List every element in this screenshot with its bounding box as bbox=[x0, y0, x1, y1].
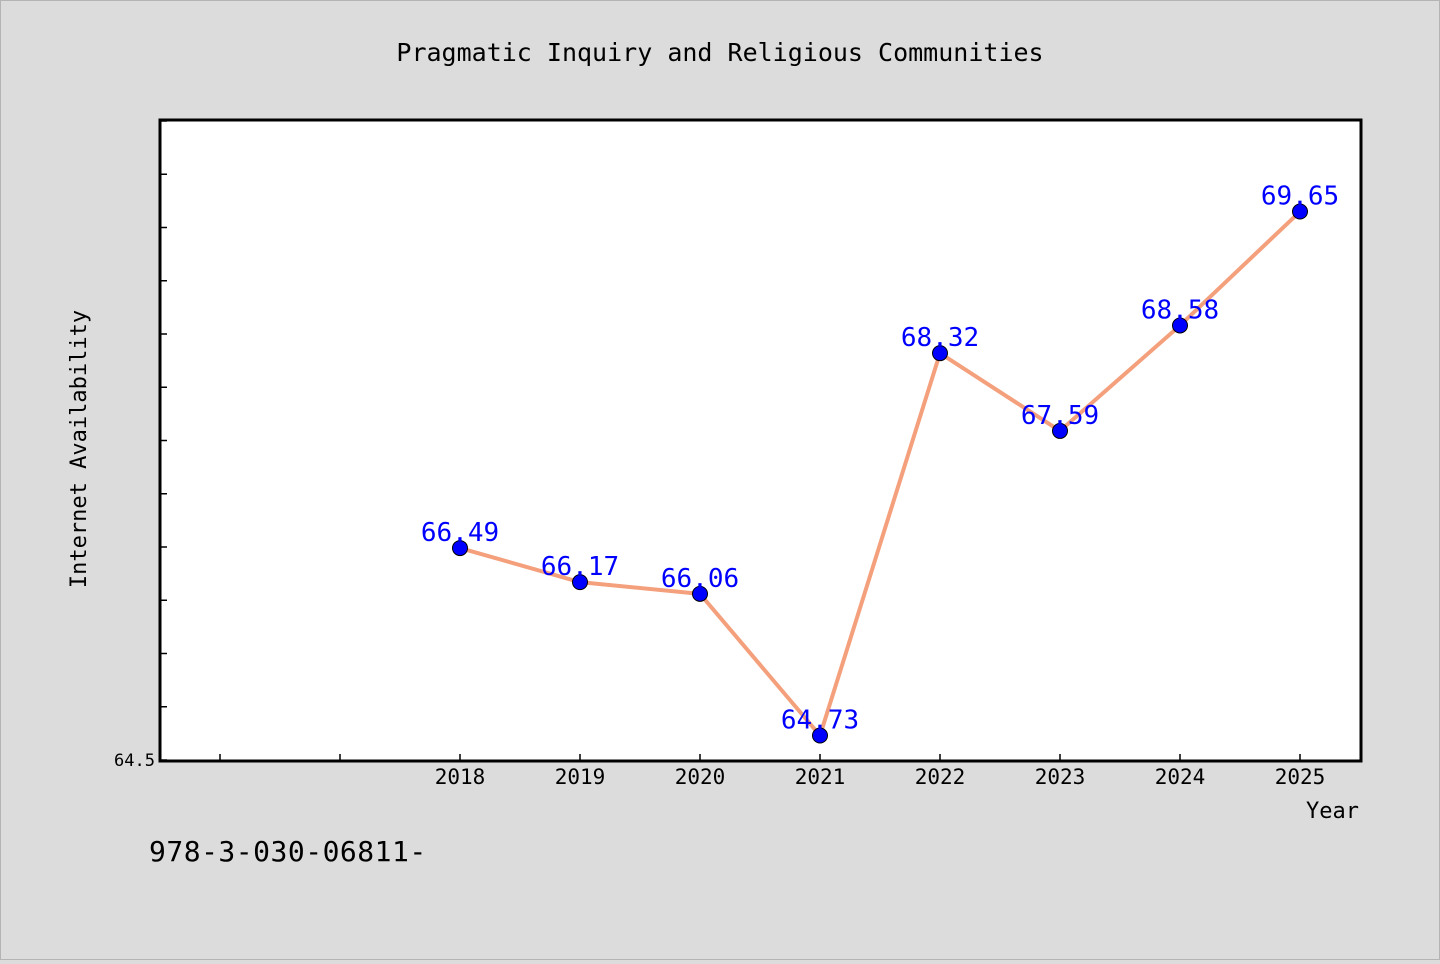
x-tick-labels: 2018 2019 2020 2021 2022 2023 2024 2025 bbox=[435, 765, 1326, 789]
data-point bbox=[572, 574, 588, 591]
x-tick-label: 2022 bbox=[915, 765, 966, 789]
data-label: 64.73 bbox=[781, 706, 859, 736]
x-tick-label: 2023 bbox=[1035, 765, 1086, 789]
data-label: 67.59 bbox=[1021, 401, 1099, 431]
chart-title: Pragmatic Inquiry and Religious Communit… bbox=[396, 38, 1043, 67]
data-label: 68.32 bbox=[901, 323, 979, 353]
data-label: 66.06 bbox=[661, 564, 739, 594]
x-tick-label: 2018 bbox=[435, 765, 486, 789]
x-tick-label: 2019 bbox=[555, 765, 606, 789]
x-tick-label: 2025 bbox=[1275, 765, 1326, 789]
data-point bbox=[692, 585, 708, 602]
data-point bbox=[812, 727, 828, 744]
data-point bbox=[1052, 422, 1068, 439]
data-label: 69.65 bbox=[1261, 182, 1339, 212]
series-line bbox=[459, 210, 1302, 738]
y-tick-label: 64.5 bbox=[114, 751, 155, 771]
data-point bbox=[1292, 203, 1308, 220]
data-point bbox=[1172, 317, 1188, 334]
y-axis-label: Internet Availability bbox=[67, 310, 92, 588]
data-point bbox=[932, 345, 948, 362]
data-point bbox=[452, 540, 468, 557]
footer-code-text: 978-3-030-06811- bbox=[149, 835, 427, 868]
data-label: 68.58 bbox=[1141, 295, 1219, 325]
x-tick-label: 2021 bbox=[795, 765, 846, 789]
data-points: 66.49 66.17 66.06 64.73 68.32 67.59 68.58 69.65 bbox=[421, 182, 1339, 744]
plot-area bbox=[158, 118, 1363, 763]
x-tick-label: 2024 bbox=[1155, 765, 1206, 789]
data-label: 66.49 bbox=[421, 518, 499, 548]
series-line-layer bbox=[459, 210, 1302, 738]
y-tick-labels: 64.5 bbox=[114, 751, 155, 771]
data-label: 66.17 bbox=[541, 552, 619, 582]
axis-ticks bbox=[161, 120, 1301, 761]
x-axis-label: Year bbox=[1306, 799, 1359, 824]
x-tick-label: 2020 bbox=[675, 765, 726, 789]
